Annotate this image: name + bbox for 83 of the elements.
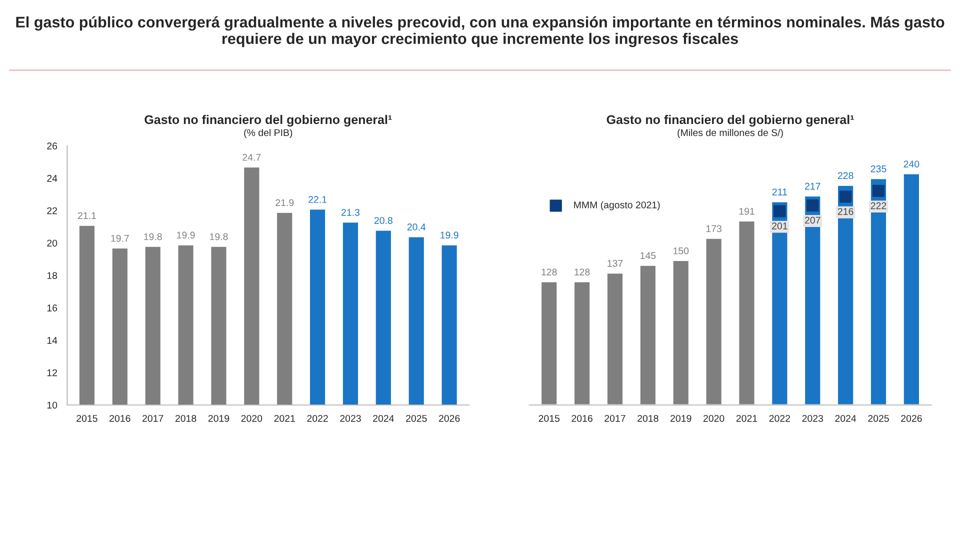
x-tick-label: 2024 — [835, 414, 856, 422]
x-tick-label: 2026 — [901, 414, 922, 422]
data-label: 20.8 — [374, 217, 392, 224]
x-tick-label: 2021 — [736, 414, 758, 422]
x-tick-label: 2026 — [438, 414, 460, 422]
data-label: 19.7 — [111, 234, 129, 242]
chart-subtitle: (% del PIB) — [244, 128, 292, 138]
data-label: 150 — [673, 247, 689, 254]
data-label: 137 — [608, 260, 623, 267]
data-label: 128 — [574, 268, 590, 276]
bar — [606, 272, 624, 405]
data-label: 19.8 — [144, 233, 162, 240]
x-tick-label: 2023 — [340, 414, 361, 422]
data-label: 216 — [838, 208, 854, 215]
x-tick-label: 2015 — [538, 414, 560, 422]
bar — [804, 195, 822, 405]
x-tick-label: 2015 — [76, 414, 98, 422]
x-tick-label: 2021 — [274, 414, 295, 422]
data-label: 228 — [838, 172, 854, 180]
bar — [836, 184, 854, 405]
y-tick-label: 26 — [47, 142, 58, 150]
bar — [704, 237, 723, 405]
data-label: 20.4 — [407, 224, 426, 230]
data-label: 19.8 — [210, 233, 228, 240]
data-label: 19.9 — [440, 232, 458, 239]
x-tick-label: 2020 — [703, 414, 724, 422]
chart-title: Gasto no financiero del gobierno general¹ — [144, 114, 392, 127]
data-label: 145 — [640, 252, 656, 260]
data-label: 222 — [870, 202, 886, 210]
x-tick-label: 2016 — [572, 414, 592, 422]
chart-title: Gasto no financiero del gobierno general¹ — [606, 114, 854, 127]
x-tick-label: 2022 — [769, 414, 790, 422]
y-tick-label: 20 — [47, 240, 58, 247]
data-label: 211 — [772, 188, 787, 196]
data-label: 173 — [706, 225, 722, 232]
y-tick-label: 16 — [47, 304, 58, 312]
bar — [638, 264, 657, 405]
data-label: 217 — [805, 182, 820, 190]
x-tick-label: 2025 — [868, 414, 889, 422]
bar — [672, 260, 690, 405]
y-tick-label: 10 — [47, 402, 58, 409]
x-tick-label: 2024 — [373, 414, 394, 422]
bar — [540, 280, 558, 405]
text: El gasto público convergerá gradualmente a niveles precovid, con una expansión importante en términos nominales. Más gasto requiere de un mayor crecimiento que incremente los ingresos fiscales — [16, 16, 944, 48]
data-label: 235 — [870, 165, 886, 172]
point — [806, 199, 819, 212]
chart-subtitle: (Miles de millones de S/) — [678, 128, 783, 138]
bar — [738, 220, 756, 405]
point — [839, 190, 852, 203]
x-tick-label: 2025 — [406, 414, 427, 422]
x-tick-label: 2017 — [604, 414, 626, 422]
data-label: 21.9 — [276, 199, 294, 206]
bar — [902, 172, 920, 405]
data-label: 191 — [739, 208, 754, 215]
point — [774, 205, 786, 218]
x-tick-label: 2018 — [175, 414, 196, 422]
bar — [573, 280, 591, 405]
point — [872, 184, 885, 198]
data-label: 240 — [904, 160, 920, 168]
x-tick-label: 2018 — [638, 414, 658, 422]
data-label: 128 — [542, 268, 557, 276]
data-label: 24.7 — [242, 154, 261, 161]
data-label: 19.9 — [177, 232, 195, 239]
y-tick-label: 18 — [47, 272, 58, 280]
bar — [870, 178, 888, 405]
legend-label: MMM (agosto 2021) — [574, 201, 660, 210]
data-label: 21.3 — [342, 208, 360, 216]
y-tick-label: 14 — [47, 337, 58, 344]
y-tick-label: 12 — [47, 369, 57, 376]
y-tick-label: 22 — [47, 207, 57, 214]
x-tick-label: 2023 — [802, 414, 824, 422]
bar — [770, 200, 789, 405]
data-label: 22.1 — [308, 196, 327, 203]
x-tick-label: 2016 — [110, 414, 130, 422]
data-label: 207 — [805, 216, 820, 224]
data-label: 21.1 — [78, 212, 96, 219]
y-tick-label: 24 — [47, 174, 58, 182]
data-label: 201 — [772, 222, 788, 230]
x-tick-label: 2019 — [670, 414, 692, 422]
x-tick-label: 2020 — [241, 414, 262, 422]
x-tick-label: 2017 — [142, 414, 164, 422]
x-tick-label: 2019 — [208, 414, 230, 422]
x-tick-label: 2022 — [307, 414, 328, 422]
